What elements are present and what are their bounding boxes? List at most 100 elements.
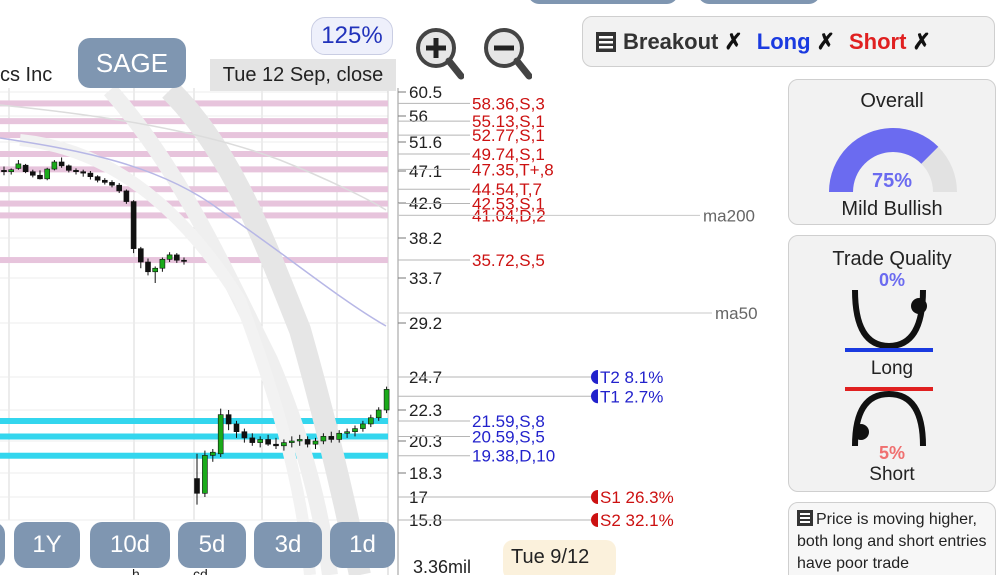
- short-position-dot: [853, 424, 869, 440]
- candle-down: [73, 170, 79, 173]
- resistance-label: 58.36,S,3: [472, 94, 545, 113]
- candle-down: [304, 439, 311, 445]
- support-band: [0, 452, 388, 459]
- candle-up: [202, 455, 208, 494]
- breakout-x-icon: ✗: [724, 28, 743, 54]
- axis-tick-label: 22.3: [409, 401, 442, 420]
- trade-quality-title: Trade Quality: [832, 248, 952, 270]
- candle-down: [58, 161, 65, 167]
- candle-down: [145, 261, 151, 273]
- top-nav-pill[interactable]: [698, 0, 820, 4]
- axis-tick-label: 29.2: [409, 314, 442, 333]
- long-quality-label: Long: [870, 358, 914, 379]
- candle-down: [37, 174, 43, 180]
- candle-up: [312, 440, 319, 445]
- timeframe-5d-button[interactable]: 5d: [178, 522, 246, 568]
- timeframe-button[interactable]: [0, 522, 5, 568]
- trade-quality-diagram: [845, 289, 933, 447]
- zoom-in-icon[interactable]: [414, 26, 464, 80]
- target-marker: [591, 490, 598, 504]
- projection-shadow-path: [103, 84, 338, 575]
- candle-down: [1, 170, 7, 173]
- long-x-icon: ✗: [816, 28, 835, 54]
- long-label: Long: [756, 28, 811, 54]
- candle-down: [66, 165, 72, 171]
- company-name: cs Inc: [0, 64, 53, 86]
- resistance-label: 42.53,S,1: [472, 195, 545, 214]
- overall-title: Overall: [860, 90, 924, 112]
- candle-down: [194, 478, 200, 494]
- axis-tick-label: 20.3: [409, 432, 442, 451]
- candle-down: [233, 423, 240, 433]
- candle-down: [94, 176, 101, 181]
- resistance-label: 35.72,S,5: [472, 251, 545, 270]
- support-band: [0, 433, 388, 440]
- axis-tick-label: 18.3: [409, 464, 442, 483]
- level-labels: 58.36,S,355.13,S,152.77,S,149.74,S,147.3…: [398, 94, 758, 530]
- x-axis-label: h: [132, 566, 140, 575]
- timeframe-1d-button[interactable]: 1d: [330, 522, 395, 568]
- long-toggle[interactable]: Long ✗: [757, 29, 835, 55]
- price-chart: 60.55651.647.142.638.233.729.224.722.320…: [0, 82, 758, 575]
- candle-up: [344, 431, 350, 434]
- resistance-band: [0, 150, 388, 157]
- timeframe-1y-button[interactable]: 1Y: [14, 522, 80, 568]
- candle-up: [360, 423, 366, 429]
- breakout-toggle[interactable]: Breakout ✗: [595, 29, 743, 55]
- resistance-band: [0, 186, 388, 193]
- resistance-band: [0, 166, 388, 173]
- candle-up: [210, 451, 216, 456]
- stop-label: S1 26.3%: [600, 488, 674, 507]
- candle-down: [109, 182, 115, 186]
- x-axis-label: cd: [193, 566, 208, 575]
- long-position-dot: [911, 298, 927, 314]
- overall-panel: Overall 75% Mild Bullish: [788, 79, 996, 225]
- support-band: [0, 418, 388, 425]
- candle-up: [51, 161, 58, 170]
- candle-down: [241, 431, 248, 439]
- candle-down: [116, 184, 122, 192]
- signal-description: Price is moving higher, both long and sh…: [788, 502, 996, 575]
- resistance-label: 55.13,S,1: [472, 112, 545, 131]
- volume-label: 3.36mil: [413, 557, 472, 575]
- description-text: Price is moving higher, both long and sh…: [797, 511, 987, 572]
- axis-tick-label: 60.5: [409, 83, 442, 102]
- timeframe-10d-button[interactable]: 10d: [90, 522, 170, 568]
- axis-tick-label: 51.6: [409, 133, 442, 152]
- projection-shadow-path: [19, 134, 316, 575]
- resistance-label: 44.54,T,7: [472, 180, 542, 199]
- candle-up: [336, 432, 343, 440]
- overall-gauge: [829, 127, 957, 192]
- candle-down: [181, 259, 187, 262]
- candle-down: [87, 172, 94, 177]
- short-quality-pct: 5%: [878, 443, 905, 463]
- short-toggle[interactable]: Short ✗: [849, 29, 931, 55]
- candle-up: [257, 439, 264, 443]
- target-marker: [591, 389, 598, 404]
- short-x-icon: ✗: [912, 28, 931, 54]
- candle-down: [80, 171, 86, 174]
- candle-down: [249, 437, 256, 443]
- zoom-level[interactable]: 125%: [311, 17, 393, 55]
- support-label: 19.38,D,10: [472, 447, 555, 466]
- candle-up: [15, 163, 22, 169]
- ma200-line: [0, 104, 387, 211]
- document-icon: [596, 31, 616, 52]
- resistance-band: [0, 257, 388, 264]
- overall-percent: 75%: [871, 170, 913, 192]
- candle-up: [281, 442, 287, 447]
- sage-button[interactable]: SAGE: [78, 38, 186, 88]
- candle-down: [29, 171, 36, 176]
- timeframe-3d-button[interactable]: 3d: [254, 522, 322, 568]
- candle-down: [130, 201, 137, 249]
- projection-shadow-path: [162, 82, 371, 575]
- breakout-label: Breakout: [623, 28, 719, 54]
- candle-up: [217, 414, 224, 455]
- candle-up: [288, 440, 295, 443]
- candle-down: [174, 254, 180, 261]
- top-nav-pill[interactable]: [528, 0, 678, 4]
- axis-tick-label: 38.2: [409, 229, 442, 248]
- document-icon: [797, 510, 813, 526]
- zoom-out-icon[interactable]: [482, 26, 532, 80]
- resistance-label: 47.35,T+,8: [472, 160, 554, 179]
